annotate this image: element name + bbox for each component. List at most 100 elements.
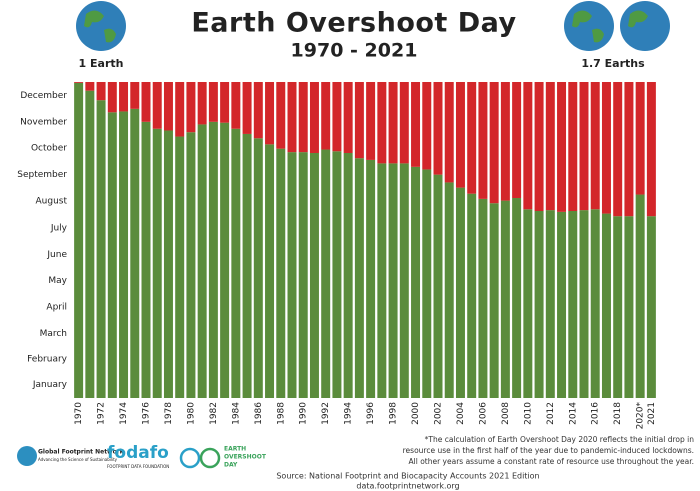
y-tick-label: June — [46, 250, 67, 260]
bar-segment — [186, 132, 196, 399]
bar-segment — [332, 151, 342, 398]
x-tick-label: 1972 — [97, 402, 107, 425]
x-tick-label: 2021 — [647, 402, 657, 425]
bar-segment — [242, 133, 252, 399]
x-tick-label: 1992 — [321, 402, 331, 425]
logo-text: OVERSHOOT — [224, 454, 267, 461]
bar-segment — [411, 82, 421, 167]
bar-segment — [343, 152, 353, 398]
y-tick-label: December — [20, 91, 67, 101]
bar-segment — [231, 82, 241, 129]
bar-segment — [422, 82, 432, 170]
logo-text: EARTH — [224, 446, 246, 453]
x-tick-label: 1982 — [209, 402, 219, 425]
bar-segment — [613, 216, 623, 398]
bar-segment — [74, 82, 84, 398]
bar-segment — [500, 82, 510, 201]
bar-segment — [298, 82, 308, 153]
x-tick-label: 2010 — [523, 402, 533, 425]
bar-segment — [175, 136, 185, 398]
bar-segment — [231, 128, 241, 399]
bar-segment — [276, 148, 286, 398]
bar-segment — [545, 82, 555, 211]
x-tick-label: 2014 — [568, 402, 578, 425]
x-tick-label: 1984 — [231, 402, 241, 425]
bar-segment — [579, 210, 589, 398]
bar-segment — [130, 82, 140, 109]
bar-segment — [534, 210, 544, 398]
logos: Global Footprint Network Advancing the S… — [17, 443, 267, 469]
x-tick-label: 2016 — [591, 402, 601, 425]
bar-segment — [399, 82, 409, 164]
bar-segment — [489, 82, 499, 204]
bar-segment — [366, 159, 376, 398]
y-tick-label: August — [36, 197, 68, 207]
y-tick-label: February — [27, 355, 68, 365]
bar-segment — [141, 82, 151, 122]
y-tick-label: July — [50, 223, 68, 233]
bar-segment — [197, 82, 207, 125]
bar-segment — [388, 163, 398, 398]
x-tick-label: 2018 — [613, 402, 623, 425]
earth-icons — [76, 1, 670, 51]
bar-segment — [107, 82, 117, 113]
bar-segment — [523, 209, 533, 398]
bar-segment — [321, 149, 331, 398]
bar-segment — [646, 82, 656, 217]
bar-segment — [613, 82, 623, 217]
source: Source: National Footprint and Biocapaci… — [276, 472, 539, 481]
chart-title: Earth Overshoot Day — [191, 8, 516, 39]
bar-segment — [478, 82, 488, 199]
bar-segment — [96, 82, 106, 101]
bar-segment — [422, 169, 432, 398]
bar-segment — [253, 138, 263, 398]
bar-segment — [646, 216, 656, 398]
bar-segment — [523, 82, 533, 210]
bar-segment — [467, 82, 477, 194]
bar-segment — [119, 82, 129, 112]
bar-segment — [590, 209, 600, 398]
bar-segment — [220, 122, 230, 398]
bar-segment — [107, 112, 117, 399]
bar-segment — [635, 194, 645, 398]
bar-segment — [163, 82, 173, 131]
bar-segment — [242, 82, 252, 134]
x-tick-label: 1990 — [299, 402, 309, 425]
logo-text: FOOTPRINT DATA FOUNDATION — [107, 464, 169, 469]
bar-segment — [624, 216, 634, 398]
bar-segment — [467, 193, 477, 398]
bar-segment — [298, 152, 308, 398]
bar-segment — [287, 152, 297, 398]
y-tick-label: April — [46, 303, 67, 313]
x-tick-label: 2020* — [636, 402, 646, 430]
y-tick-label: November — [20, 117, 67, 127]
footnote: All other years assume a constant rate o… — [409, 457, 694, 466]
bar-segment — [208, 82, 218, 122]
bar-segment — [130, 108, 140, 399]
x-tick-label: 2012 — [546, 402, 556, 425]
x-tick-label: 2004 — [456, 402, 466, 425]
bar-segment — [141, 121, 151, 399]
bar-segment — [557, 211, 567, 398]
bar-segment — [388, 82, 398, 164]
y-tick-label: March — [40, 329, 67, 339]
bar-segment — [590, 82, 600, 210]
bar-segment — [568, 82, 578, 211]
x-tick-label: 2008 — [501, 402, 511, 425]
bar-segment — [253, 82, 263, 139]
bar-segment — [321, 82, 331, 150]
bar-segment — [332, 82, 342, 152]
y-tick-label: October — [31, 144, 67, 154]
x-tick-label: 1998 — [389, 402, 399, 425]
bar-segment — [354, 82, 364, 159]
footnote: resource use in the first half of the ye… — [403, 446, 694, 455]
bar-segment — [265, 82, 275, 145]
footnote: *The calculation of Earth Overshoot Day … — [425, 435, 695, 444]
bar-segment — [276, 82, 286, 149]
y-tick-label: January — [32, 380, 68, 390]
x-tick-label: 1986 — [254, 402, 264, 425]
bar-segment — [557, 82, 567, 212]
bar-segment — [478, 198, 488, 398]
bar-segment — [601, 82, 611, 214]
y-tick-label: May — [48, 276, 67, 286]
